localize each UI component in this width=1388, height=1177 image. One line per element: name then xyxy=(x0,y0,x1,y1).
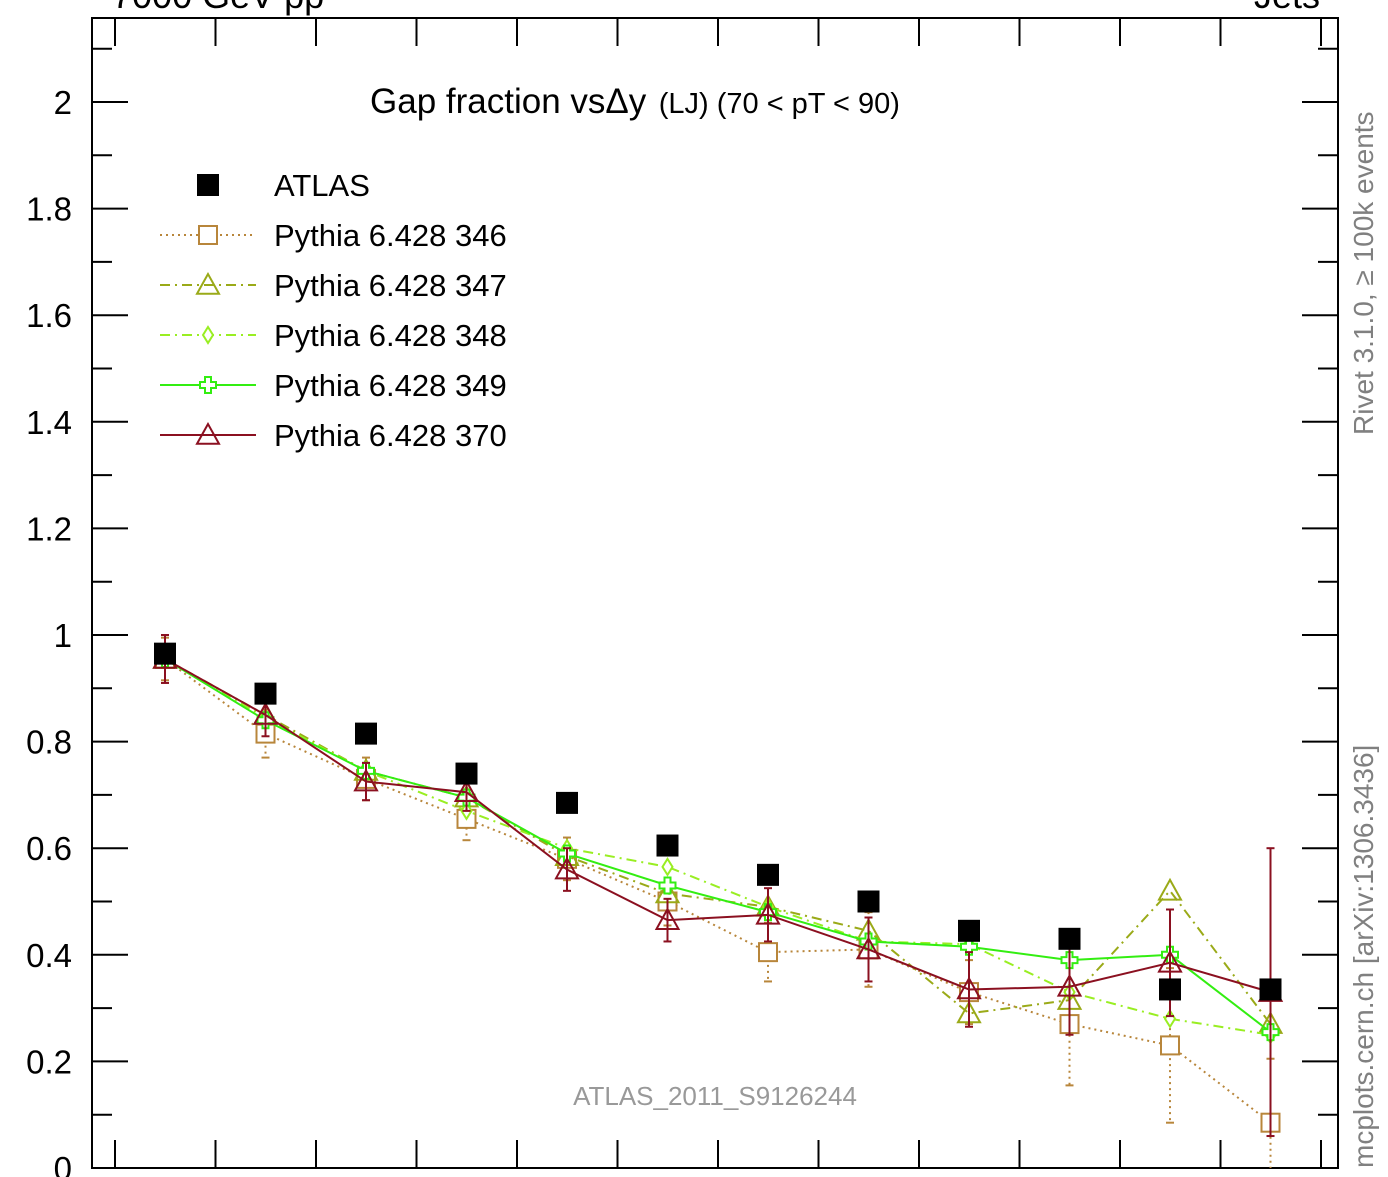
data-point xyxy=(658,876,677,895)
series-layer xyxy=(152,634,1284,1168)
rivet-label: Rivet 3.1.0, ≥ 100k events xyxy=(1348,111,1379,435)
data-point xyxy=(1157,877,1183,901)
watermark-text: ATLAS_2011_S9126244 xyxy=(573,1081,857,1111)
series-line xyxy=(164,658,1271,1036)
series-line xyxy=(164,658,1272,1124)
data-point xyxy=(1058,927,1081,950)
data-point xyxy=(1157,949,1183,973)
y-tick-label: 1.8 xyxy=(26,191,72,228)
y-tick-label: 1.6 xyxy=(26,297,72,334)
chart-title: Gap fraction vsΔy (LJ) (70 < pT < 90) xyxy=(370,82,900,121)
legend-marker xyxy=(201,325,215,345)
series-3 xyxy=(158,649,1277,1045)
y-tick-label: 0.4 xyxy=(26,937,72,974)
axis-ticks xyxy=(92,18,1338,1169)
series-2 xyxy=(152,645,1284,1034)
data-point xyxy=(556,791,578,814)
data-point xyxy=(755,901,781,925)
legend-item: Pythia 6.428 346 xyxy=(160,218,507,253)
series-atlas xyxy=(154,642,1282,1001)
legend-label: Pythia 6.428 348 xyxy=(274,318,507,353)
legend-label: Pythia 6.428 346 xyxy=(274,218,507,253)
legend-item: Pythia 6.428 347 xyxy=(160,268,507,303)
series-line xyxy=(164,658,1271,994)
data-point xyxy=(1259,978,1282,1001)
y-tick-label: 1.4 xyxy=(26,404,72,441)
series-line xyxy=(164,658,1272,1025)
data-point xyxy=(757,863,779,886)
legend-label: Pythia 6.428 347 xyxy=(274,268,507,303)
data-point xyxy=(960,937,978,956)
y-tick-label: 0 xyxy=(54,1150,72,1177)
legend-marker xyxy=(197,174,219,196)
legend-item: Pythia 6.428 349 xyxy=(160,368,507,403)
mcplots-label: mcplots.cern.ch [arXiv:1306.3436] xyxy=(1348,745,1379,1168)
legend-item: Pythia 6.428 348 xyxy=(160,318,507,353)
y-tick-label: 1 xyxy=(54,617,72,654)
y-tick-label: 2 xyxy=(54,84,72,121)
data-point xyxy=(1056,973,1083,997)
legend-item: Pythia 6.428 370 xyxy=(160,418,507,453)
data-point xyxy=(554,856,580,880)
data-point xyxy=(252,701,279,725)
y-tick-label: 0.2 xyxy=(26,1043,72,1080)
y-tick-labels: 0 0.2 0.4 0.6 0.8 1 1.2 1.4 1.6 1.8 2 xyxy=(26,84,72,1177)
legend-label: Pythia 6.428 370 xyxy=(274,418,507,453)
legend-marker xyxy=(195,421,221,445)
data-point xyxy=(855,936,882,960)
plot-frame xyxy=(91,17,1339,1169)
legend-label: Pythia 6.428 349 xyxy=(274,368,507,403)
legend-marker xyxy=(199,376,217,394)
data-point xyxy=(758,942,778,963)
header-right: Jets xyxy=(1254,0,1320,16)
data-point xyxy=(1159,978,1181,1001)
data-point xyxy=(656,834,679,857)
data-point xyxy=(857,890,880,913)
legend: ATLAS Pythia 6.428 346 Pythia 6.428 347 Pyt… xyxy=(160,168,507,453)
legend-marker xyxy=(195,271,221,295)
series-line xyxy=(164,658,1272,1033)
series-5 xyxy=(152,634,1284,1138)
y-tick-label: 1.2 xyxy=(26,510,72,547)
y-tick-label: 0.8 xyxy=(26,724,72,761)
legend-label: ATLAS xyxy=(274,168,370,203)
data-point xyxy=(455,762,478,785)
data-point xyxy=(958,919,980,942)
legend-marker xyxy=(198,225,218,245)
y-tick-label: 0.6 xyxy=(26,830,72,867)
data-point xyxy=(956,976,982,1000)
data-point xyxy=(154,642,176,665)
header-left: 7000 GeV pp xyxy=(112,0,324,16)
series-4 xyxy=(156,649,1280,1042)
data-point xyxy=(453,779,480,803)
legend-item: ATLAS xyxy=(197,168,370,203)
data-point xyxy=(353,768,379,792)
data-point xyxy=(1160,1035,1180,1056)
data-point xyxy=(661,856,674,877)
data-point xyxy=(654,907,681,930)
data-point xyxy=(355,722,377,745)
data-point xyxy=(254,682,277,705)
